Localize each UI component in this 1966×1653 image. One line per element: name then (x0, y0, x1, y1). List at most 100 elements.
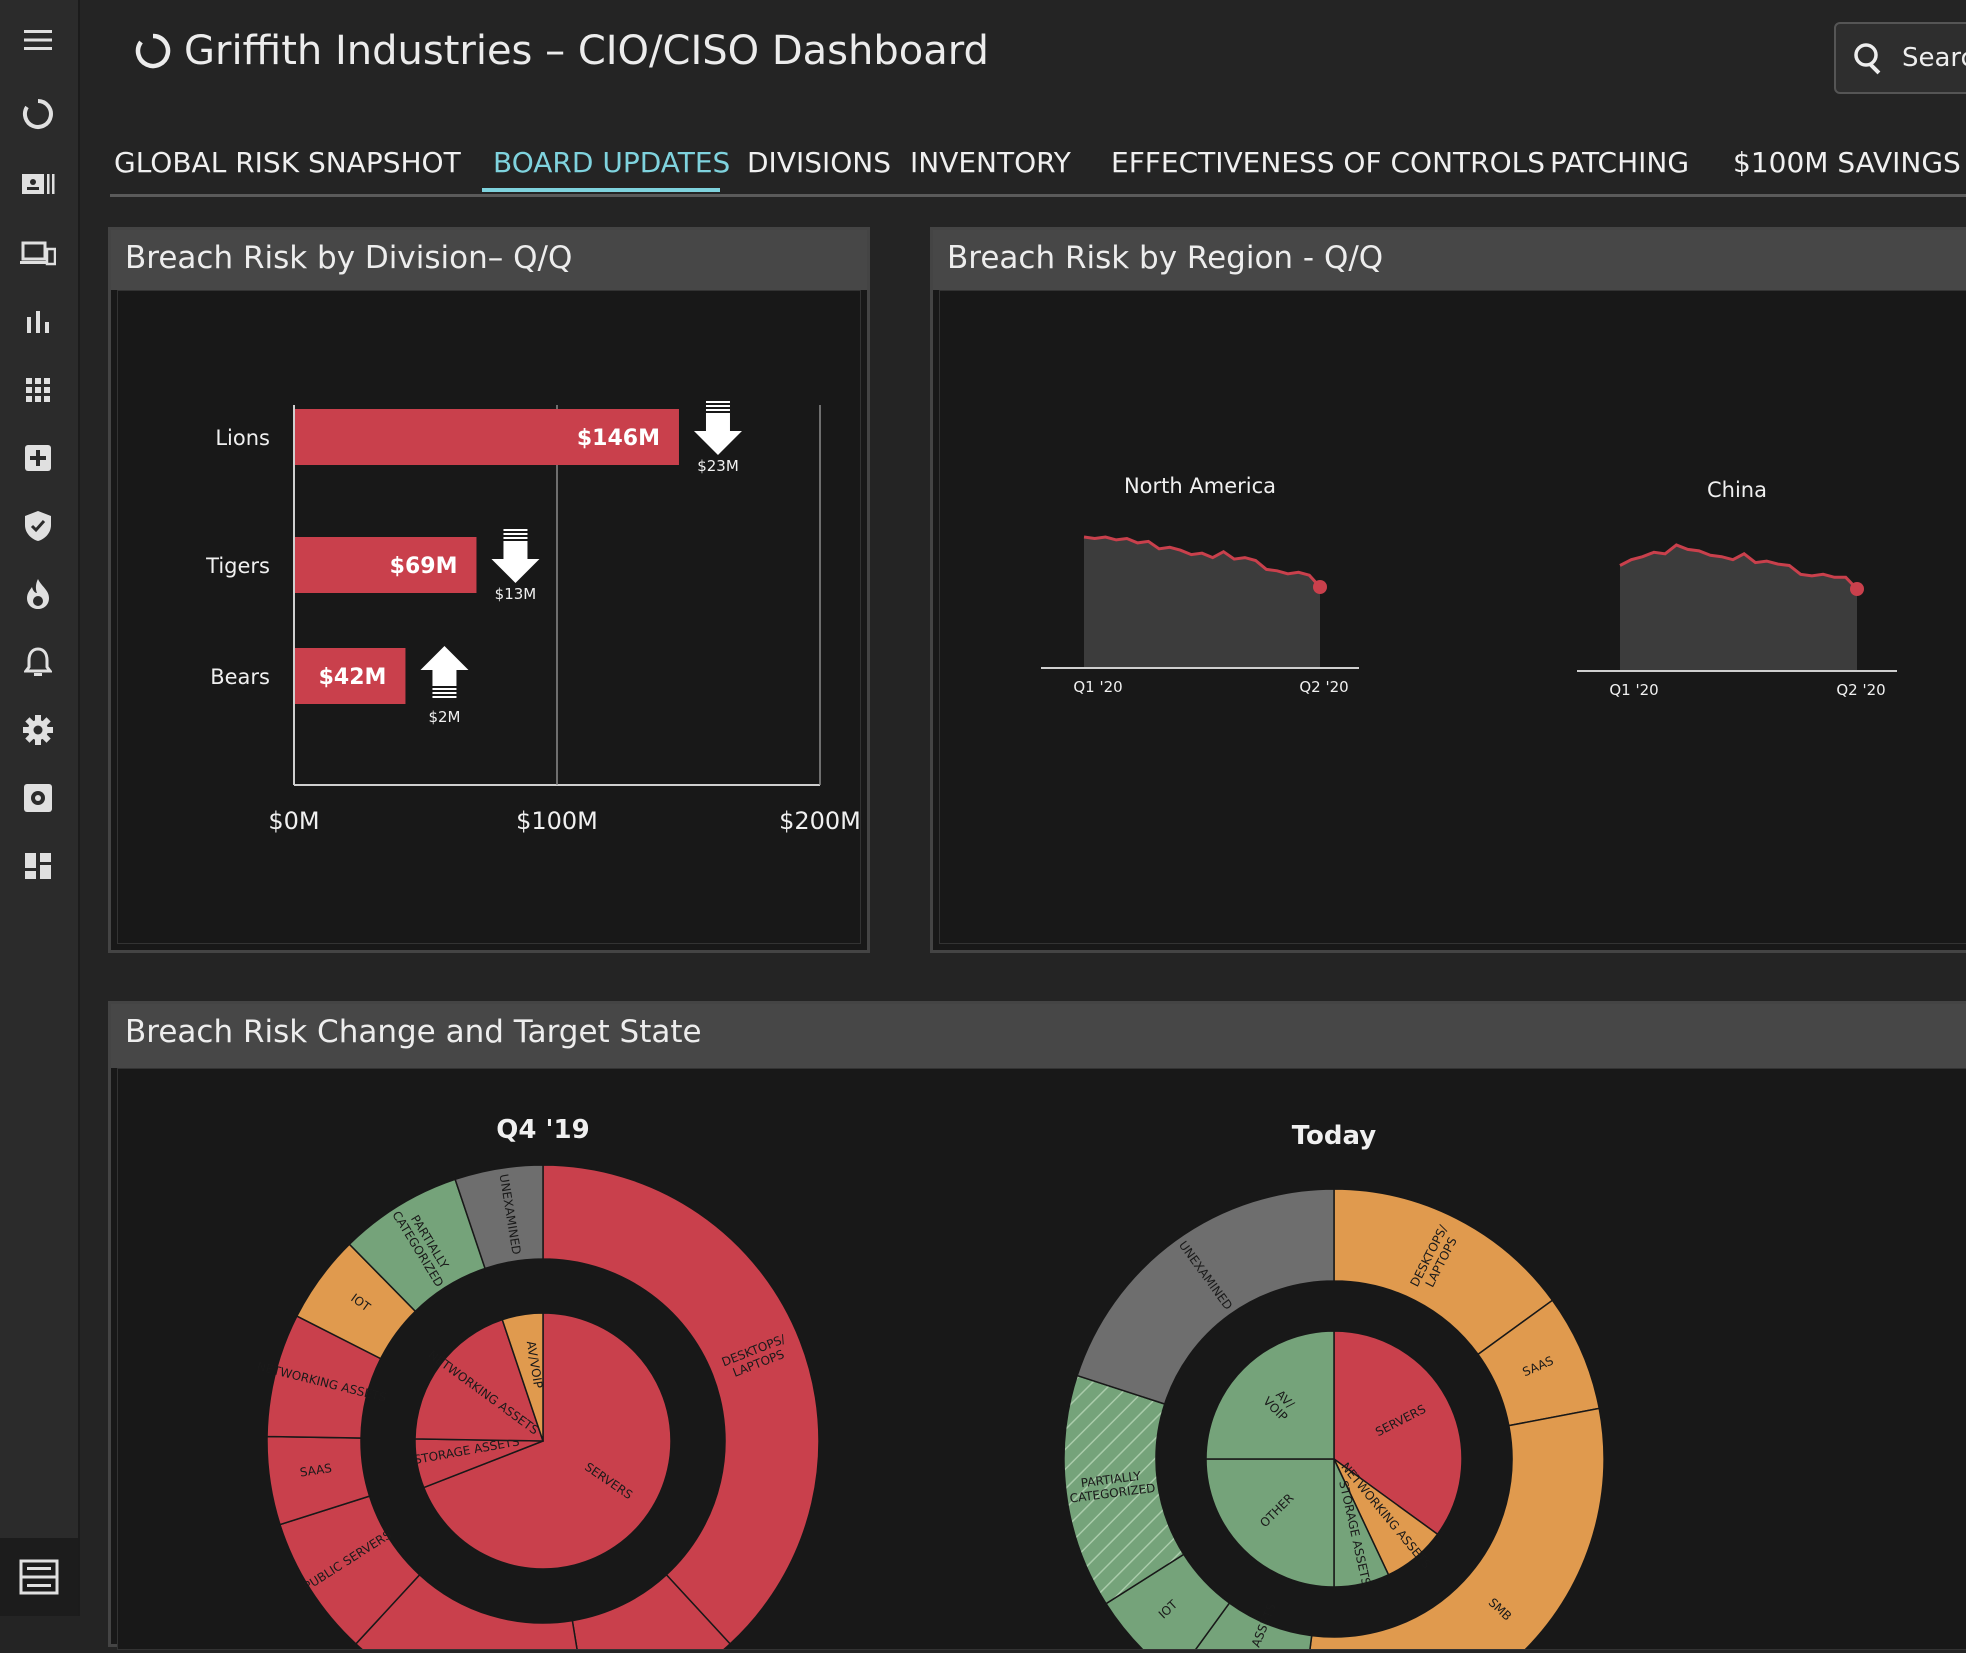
segment-label: PARTIALLYCATEGORIZED (1067, 1467, 1156, 1505)
division-chart-area: $0M $100M $200M Lions $146M $23M Tigers $69M $13… (117, 290, 861, 944)
arrow-shaft (503, 541, 528, 559)
division-panel-header: Breach Risk by Division– Q/Q (111, 230, 867, 290)
north-america-line (1083, 535, 1322, 589)
north-america-endpoint (1313, 580, 1327, 594)
segment-unexamined (1076, 1188, 1335, 1405)
category-label: Bears (210, 665, 270, 689)
change-label: $13M (495, 585, 537, 603)
down-arrow-icon (491, 529, 540, 583)
tab-inventory[interactable]: INVENTORY (910, 146, 1071, 179)
category-label: Lions (215, 426, 270, 450)
arrow-stripe (432, 688, 457, 690)
north-america-area (1084, 537, 1320, 668)
arrow-head (693, 431, 742, 455)
change-chart-area: Q4 '19 DESKTOPS/LAPTOPS PUBLIC SERVERS SAAS… (117, 1068, 1966, 1653)
category-label: Tigers (205, 554, 270, 578)
tab-board-updates[interactable]: BOARD UPDATES (493, 146, 731, 179)
change-panel-header: Breach Risk Change and Target State (111, 1004, 1966, 1068)
loop-icon[interactable] (14, 90, 62, 138)
bar-lions (295, 409, 679, 465)
arrow-stripe (705, 401, 730, 403)
active-tab-indicator (482, 188, 720, 192)
division-panel: Breach Risk by Division– Q/Q $0M $100M $20… (108, 227, 870, 953)
bar-value-label: $146M (577, 426, 660, 451)
view-toggle-icon[interactable] (0, 1538, 78, 1616)
tab-bar: GLOBAL RISK SNAPSHOT BOARD UPDATES DIVIS… (110, 116, 1966, 197)
arrow-stripe (432, 692, 457, 694)
tab-divisions[interactable]: DIVISIONS (747, 146, 892, 179)
sidebar (0, 0, 80, 1616)
region-panel-header: Breach Risk by Region - Q/Q (933, 230, 1966, 290)
devices-icon[interactable] (14, 230, 62, 278)
arrow-stripe (705, 405, 730, 407)
segment-servers (1333, 1330, 1463, 1536)
tab-effectiveness-of-controls[interactable]: EFFECTIVENESS OF CONTROLS (1111, 146, 1545, 179)
change-panel: Breach Risk Change and Target State Q4 '… (108, 1001, 1966, 1653)
region-panel-title: Breach Risk by Region - Q/Q (947, 240, 1384, 276)
arrow-stripe (503, 537, 528, 539)
logo-icon (135, 33, 171, 69)
header: Griffith Industries – CIO/CISO Dashboard (80, 0, 1966, 116)
segment-networking-assets (414, 1318, 545, 1442)
bar-value-label: $69M (390, 554, 458, 579)
change-label: $2M (428, 708, 460, 726)
x-tick-label: Q2 '20 (1836, 681, 1885, 699)
tab-global-risk-snapshot[interactable]: GLOBAL RISK SNAPSHOT (114, 146, 461, 179)
x-tick-label: Q1 '20 (1609, 681, 1658, 699)
region-panel: Breach Risk by Region - Q/Q North Americ… (930, 227, 1966, 953)
arrow-stripe (503, 533, 528, 535)
flame-icon[interactable] (14, 570, 62, 618)
segment-servers (422, 1312, 672, 1570)
bell-icon[interactable] (14, 638, 62, 686)
grid-icon[interactable] (14, 366, 62, 414)
china-line (1619, 543, 1859, 591)
region-area-charts: North America Q1 '20 Q2 '20 China Q1 '20 Q2 '… (1041, 474, 1897, 699)
segment-label: SAAS (299, 1461, 333, 1480)
division-panel-title: Breach Risk by Division– Q/Q (125, 240, 573, 276)
arrow-stripe (503, 529, 528, 531)
segment-av-voip (1205, 1330, 1335, 1460)
north-america-label: North America (1124, 474, 1276, 498)
segment-av-voip (501, 1312, 544, 1442)
bar-value-label: $42M (319, 665, 387, 690)
arrow-stripe (705, 409, 730, 411)
china-endpoint (1850, 582, 1864, 596)
search-icon[interactable] (1836, 38, 1900, 78)
settings-box-icon[interactable] (14, 774, 62, 822)
arrow-head (491, 559, 540, 583)
up-arrow-icon (420, 646, 469, 698)
gear-icon[interactable] (14, 706, 62, 754)
page-title: Griffith Industries – CIO/CISO Dashboard (134, 28, 989, 74)
id-card-icon[interactable] (14, 160, 62, 208)
china-area (1620, 545, 1857, 671)
arrow-head (420, 646, 469, 670)
bar-bears (295, 648, 406, 704)
donut-title-q4-19: Q4 '19 (496, 1115, 589, 1145)
change-panel-title: Breach Risk Change and Target State (125, 1014, 702, 1050)
menu-icon[interactable] (14, 16, 62, 64)
arrow-shaft (705, 413, 730, 431)
tab-100m-savings[interactable]: $100M SAVINGS P (1733, 146, 1966, 179)
bar-chart-icon[interactable] (14, 298, 62, 346)
division-bar-chart: $0M $100M $200M Lions $146M $23M Tigers $69M $13… (205, 401, 861, 835)
app-title: Griffith Industries – CIO/CISO Dashboard (184, 28, 989, 74)
x-tick-label: Q2 '20 (1299, 678, 1348, 696)
search-box[interactable] (1834, 22, 1966, 94)
arrow-stripe (432, 696, 457, 698)
tab-patching[interactable]: PATCHING (1550, 146, 1690, 179)
down-arrow-icon (693, 401, 742, 455)
x-tick-label: $200M (779, 807, 860, 835)
region-chart-area: North America Q1 '20 Q2 '20 China Q1 '20 Q2 '… (939, 290, 1966, 944)
segment-other (1205, 1458, 1335, 1588)
x-tick-label: $100M (516, 807, 598, 835)
x-tick-label: Q1 '20 (1073, 678, 1122, 696)
shield-check-icon[interactable] (14, 502, 62, 550)
dashboard-icon[interactable] (14, 842, 62, 890)
change-label: $23M (697, 457, 739, 475)
segment-unexamined (454, 1164, 544, 1270)
bar-tigers (295, 537, 477, 593)
search-input[interactable] (1900, 42, 1966, 74)
arrow-shaft (432, 670, 457, 686)
add-box-icon[interactable] (14, 434, 62, 482)
